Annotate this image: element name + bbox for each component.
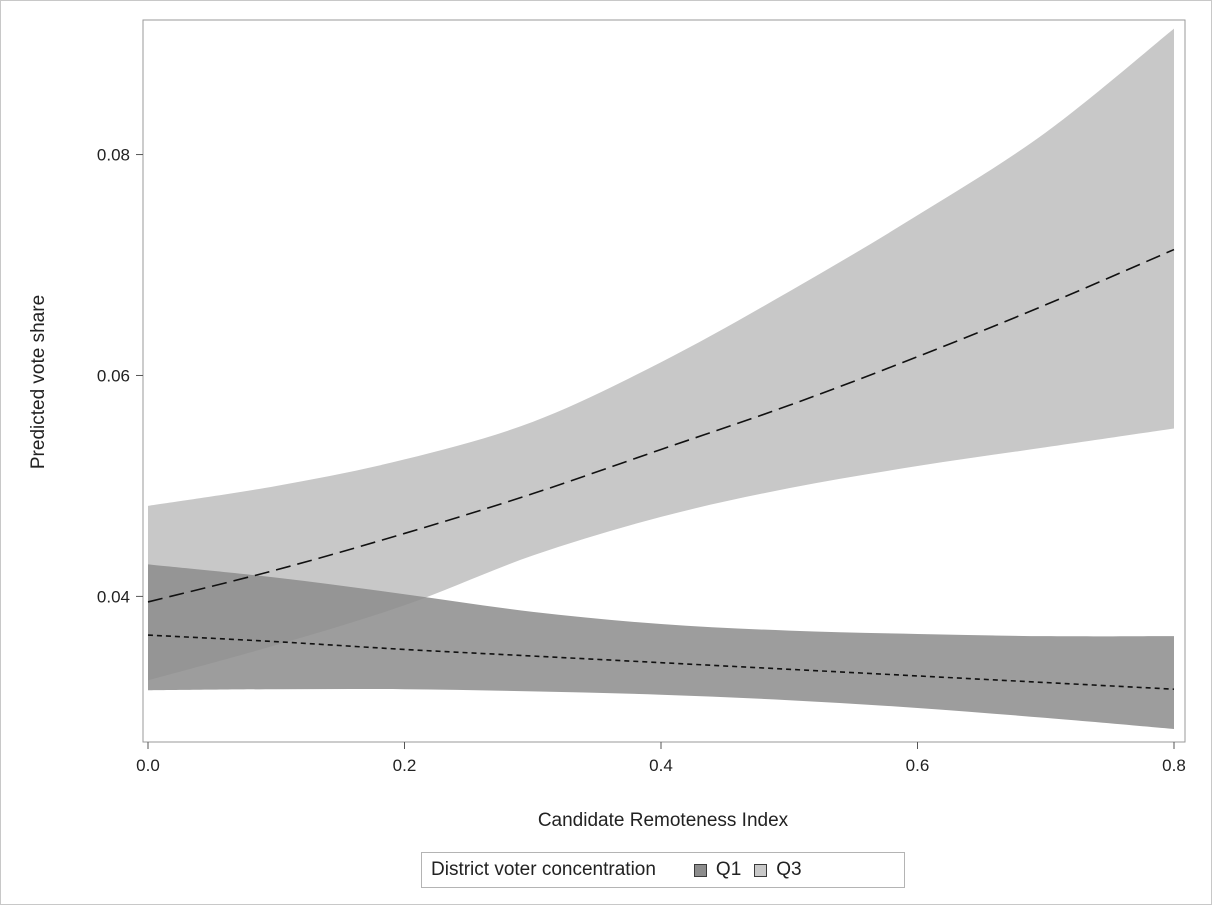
x-tick-label: 0.0 bbox=[136, 756, 160, 775]
plot-area-border bbox=[142, 19, 1186, 743]
x-tick-label: 0.6 bbox=[906, 756, 930, 775]
y-axis: 0.04 0.06 0.08 bbox=[97, 146, 143, 606]
fit-lines bbox=[147, 248, 1175, 690]
y-tick-label: 0.04 bbox=[97, 587, 130, 606]
legend-swatch-q3 bbox=[754, 863, 768, 877]
x-axis: 0.0 0.2 0.4 0.6 0.8 bbox=[136, 742, 1186, 775]
legend-title: District voter concentration bbox=[431, 859, 656, 880]
y-tick-label: 0.06 bbox=[97, 366, 130, 385]
x-tick-label: 0.8 bbox=[1162, 756, 1186, 775]
legend-item-q3: Q3 bbox=[754, 859, 802, 881]
legend-label-q3: Q3 bbox=[776, 859, 802, 880]
legend-label-q1: Q1 bbox=[715, 859, 742, 880]
confidence-band-q1 bbox=[148, 564, 1174, 729]
x-tick-label: 0.2 bbox=[393, 756, 417, 775]
legend-item-q1: Q1 bbox=[693, 859, 742, 881]
fit-line-q1 bbox=[147, 634, 1175, 690]
legend: District voter concentration Q1 Q3 bbox=[421, 852, 905, 888]
x-axis-title: Candidate Remoteness Index bbox=[538, 810, 789, 831]
y-axis-title: Predicted vote share bbox=[28, 295, 49, 469]
confidence-bands bbox=[148, 28, 1174, 729]
x-tick-label: 0.4 bbox=[649, 756, 673, 775]
legend-swatch-q1 bbox=[693, 863, 707, 877]
fit-line-q3 bbox=[147, 248, 1175, 603]
y-tick-label: 0.08 bbox=[97, 146, 130, 165]
confidence-band-q3 bbox=[148, 28, 1174, 681]
